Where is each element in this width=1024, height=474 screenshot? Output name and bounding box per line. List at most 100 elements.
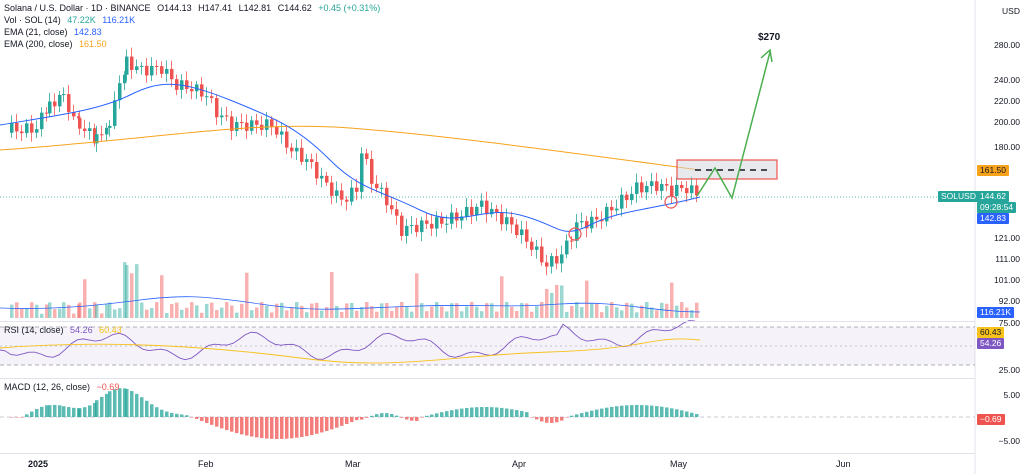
candle-body bbox=[430, 223, 434, 229]
volume-bar bbox=[545, 288, 549, 318]
volume-bar bbox=[355, 310, 359, 318]
volume-bar bbox=[560, 285, 564, 318]
volume-bar bbox=[585, 280, 589, 318]
macd-histogram-bar bbox=[585, 411, 589, 417]
volume-bar bbox=[540, 302, 544, 318]
volume-bar bbox=[665, 303, 669, 318]
macd-histogram-bar bbox=[540, 417, 544, 422]
pane-separator[interactable] bbox=[0, 321, 975, 322]
volume-bar bbox=[280, 302, 284, 318]
candle-body bbox=[265, 119, 269, 130]
candle-body bbox=[210, 96, 214, 99]
volume-bar bbox=[330, 272, 334, 318]
candle-body bbox=[505, 217, 509, 225]
macd-histogram-bar bbox=[270, 417, 274, 439]
candle-body bbox=[93, 128, 97, 144]
target-annotation[interactable]: $270 bbox=[758, 32, 781, 43]
volume-bar bbox=[360, 306, 364, 318]
candle-body bbox=[185, 80, 189, 90]
candle-body bbox=[470, 206, 474, 216]
legend-title: Solana / U.S. Dollar · 1D · BINANCE O144… bbox=[4, 3, 384, 14]
candle-body bbox=[67, 94, 71, 113]
macd-histogram-bar bbox=[635, 405, 639, 417]
close-value: C144.62 bbox=[277, 3, 312, 13]
macd-histogram-bar bbox=[72, 407, 76, 417]
macd-histogram-bar bbox=[230, 417, 234, 432]
candle-body bbox=[535, 246, 539, 250]
candle-body bbox=[375, 183, 379, 189]
candle-body bbox=[305, 159, 309, 162]
candle-body bbox=[35, 129, 39, 133]
candle-body bbox=[62, 94, 66, 96]
volume-bar bbox=[535, 306, 539, 318]
candle-body bbox=[230, 116, 234, 131]
candle-body bbox=[645, 185, 649, 193]
candle-body bbox=[118, 83, 122, 101]
macd-histogram-bar bbox=[485, 407, 489, 417]
rsi-ma-line bbox=[0, 338, 701, 364]
volume-bar bbox=[150, 307, 154, 318]
volume-bar bbox=[225, 302, 229, 318]
macd-histogram-bar bbox=[455, 409, 459, 417]
volume-bar bbox=[365, 302, 369, 318]
candle-body bbox=[95, 134, 99, 144]
volume-bar bbox=[600, 312, 604, 318]
time-tick: May bbox=[670, 459, 688, 469]
rsi-ma-tag: 60.43 bbox=[977, 327, 1005, 338]
macd-histogram-bar bbox=[235, 417, 239, 434]
macd-histogram-bar bbox=[210, 417, 214, 425]
macd-histogram-bar bbox=[10, 417, 14, 418]
volume-bar bbox=[140, 302, 144, 318]
macd-histogram-bar bbox=[305, 417, 309, 437]
candle-body bbox=[565, 240, 569, 255]
volume-bar bbox=[350, 302, 354, 318]
candle-body bbox=[490, 208, 494, 215]
macd-value-tag: −0.69 bbox=[977, 414, 1005, 425]
candle-body bbox=[330, 182, 334, 196]
volume-bar bbox=[113, 309, 117, 318]
candle-body bbox=[88, 128, 92, 132]
volume-bar bbox=[105, 304, 109, 318]
macd-histogram-bar bbox=[15, 417, 19, 418]
volume-bar bbox=[275, 303, 279, 318]
candle-body bbox=[250, 120, 254, 131]
volume-bar bbox=[15, 302, 19, 318]
time-tick: Apr bbox=[512, 459, 527, 469]
macd-histogram-bar bbox=[505, 408, 509, 417]
volume-bar bbox=[625, 302, 629, 318]
price-tick: 92.00 bbox=[998, 296, 1020, 306]
volume-bar bbox=[250, 310, 254, 318]
candle-body bbox=[405, 225, 409, 236]
candle-body bbox=[455, 212, 459, 221]
candle-body bbox=[77, 116, 81, 119]
pane-separator[interactable] bbox=[0, 378, 975, 379]
volume-bar bbox=[72, 313, 76, 318]
candle-body bbox=[365, 153, 369, 160]
macd-tick: −5.00 bbox=[998, 436, 1020, 446]
macd-histogram-bar bbox=[445, 411, 449, 417]
candle-body bbox=[205, 96, 209, 98]
candle-body bbox=[275, 126, 279, 135]
volume-bar bbox=[430, 306, 434, 318]
macd-histogram-bar bbox=[495, 407, 499, 417]
candle-body bbox=[550, 256, 554, 267]
volume-bar bbox=[565, 311, 569, 318]
price-tick: 101.00 bbox=[994, 275, 1020, 285]
volume-bar bbox=[525, 303, 529, 318]
symbol-title: Solana / U.S. Dollar · 1D · BINANCE bbox=[4, 3, 151, 13]
candle-body bbox=[440, 217, 444, 224]
candle-body bbox=[195, 84, 199, 92]
macd-histogram-bar bbox=[395, 415, 399, 417]
volume-bar bbox=[580, 307, 584, 318]
volume-bar bbox=[155, 302, 159, 318]
currency-label[interactable]: USD bbox=[1002, 6, 1020, 16]
ema-touch-circle bbox=[664, 195, 678, 209]
legend-rsi: RSI (14, close) 54.26 60.43 bbox=[4, 325, 122, 335]
volume-bar bbox=[210, 302, 214, 318]
candle-body bbox=[675, 184, 679, 196]
macd-histogram-bar bbox=[695, 413, 699, 417]
macd-histogram-bar bbox=[175, 413, 179, 417]
macd-histogram-bar bbox=[535, 417, 539, 420]
macd-histogram-bar bbox=[145, 400, 149, 417]
